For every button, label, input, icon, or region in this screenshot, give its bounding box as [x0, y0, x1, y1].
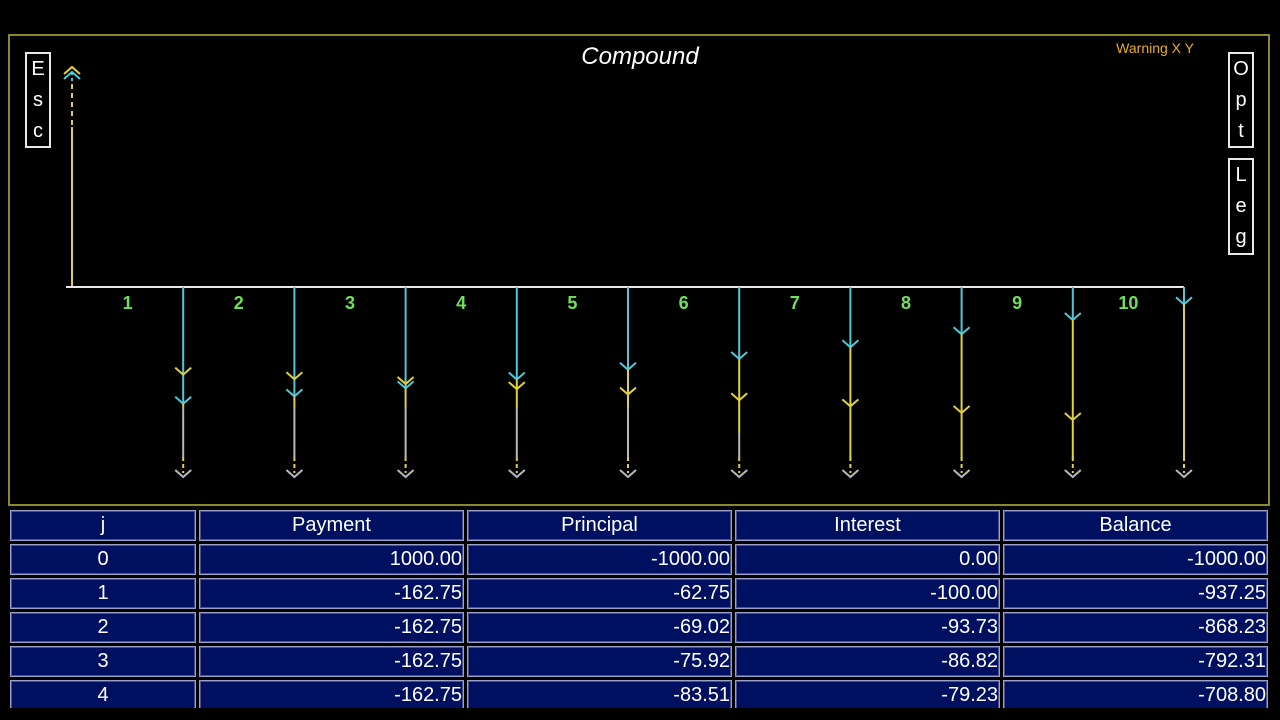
table-row[interactable]: 0 1000.00 -1000.00 0.00 -1000.00	[10, 544, 1268, 575]
table-row[interactable]: 4 -162.75 -83.51 -79.23 -708.80	[10, 680, 1268, 708]
cell-balance: -1000.00	[1003, 544, 1268, 575]
esc-letter: s	[33, 88, 43, 111]
period-label: 1	[122, 293, 133, 313]
cell-payment: -162.75	[199, 612, 464, 643]
legend-button[interactable]: L e g	[1228, 158, 1254, 255]
cell-payment: -162.75	[199, 646, 464, 677]
period-label: 10	[1118, 293, 1139, 313]
period-label: 9	[1012, 293, 1023, 313]
cell-j: 0	[10, 544, 196, 575]
col-header-payment: Payment	[199, 510, 464, 541]
period-label: 4	[456, 293, 467, 313]
cell-interest: -93.73	[735, 612, 1000, 643]
cell-j: 2	[10, 612, 196, 643]
cell-payment: -162.75	[199, 578, 464, 609]
options-button[interactable]: O p t	[1228, 52, 1254, 148]
col-header-principal: Principal	[467, 510, 732, 541]
chart-title: Compound	[581, 43, 699, 70]
opt-letter: t	[1238, 119, 1244, 142]
cell-interest: 0.00	[735, 544, 1000, 575]
cell-principal: -1000.00	[467, 544, 732, 575]
esc-letter: c	[33, 119, 43, 142]
esc-button[interactable]: E s c	[25, 52, 51, 148]
cell-principal: -83.51	[467, 680, 732, 708]
cell-j: 4	[10, 680, 196, 708]
cell-payment: -162.75	[199, 680, 464, 708]
leg-letter: L	[1235, 164, 1247, 186]
cell-interest: -79.23	[735, 680, 1000, 708]
cell-balance: -868.23	[1003, 612, 1268, 643]
amortization-table: j Payment Principal Interest Balance 0 1…	[8, 508, 1270, 708]
cell-balance: -792.31	[1003, 646, 1268, 677]
leg-letter: g	[1235, 226, 1247, 248]
cell-principal: -75.92	[467, 646, 732, 677]
amortization-table-container[interactable]: j Payment Principal Interest Balance 0 1…	[8, 508, 1270, 708]
col-header-interest: Interest	[735, 510, 1000, 541]
cell-principal: -62.75	[467, 578, 732, 609]
period-label: 8	[900, 293, 911, 313]
cell-j: 3	[10, 646, 196, 677]
cell-interest: -100.00	[735, 578, 1000, 609]
chart-frame	[8, 34, 1270, 506]
period-label: 3	[344, 293, 355, 313]
cell-interest: -86.82	[735, 646, 1000, 677]
period-label: 6	[678, 293, 689, 313]
cell-payment: 1000.00	[199, 544, 464, 575]
period-label: 5	[567, 293, 578, 313]
leg-letter: e	[1235, 195, 1247, 217]
col-header-j: j	[10, 510, 196, 541]
table-row[interactable]: 1 -162.75 -62.75 -100.00 -937.25	[10, 578, 1268, 609]
cell-principal: -69.02	[467, 612, 732, 643]
warning-label: Warning X Y	[1116, 40, 1194, 56]
period-label: 7	[789, 293, 800, 313]
cell-balance: -708.80	[1003, 680, 1268, 708]
period-label: 2	[233, 293, 244, 313]
esc-letter: E	[31, 57, 45, 80]
opt-letter: p	[1235, 88, 1247, 111]
table-row[interactable]: 2 -162.75 -69.02 -93.73 -868.23	[10, 612, 1268, 643]
table-row[interactable]: 3 -162.75 -75.92 -86.82 -792.31	[10, 646, 1268, 677]
opt-letter: O	[1233, 57, 1249, 80]
cell-j: 1	[10, 578, 196, 609]
cell-balance: -937.25	[1003, 578, 1268, 609]
table-header-row: j Payment Principal Interest Balance	[10, 510, 1268, 541]
col-header-balance: Balance	[1003, 510, 1268, 541]
